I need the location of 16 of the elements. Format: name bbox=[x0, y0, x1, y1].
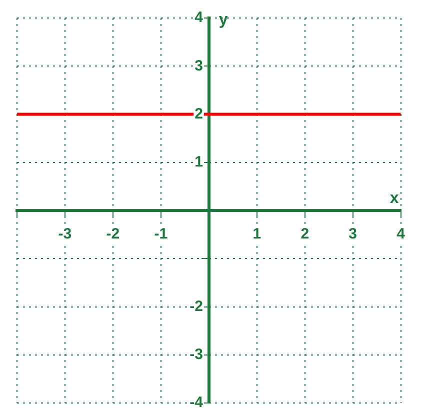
x-tick-label: -2 bbox=[106, 226, 120, 243]
y-tick-label: 1 bbox=[194, 154, 203, 171]
y-tick-label: 2 bbox=[194, 105, 203, 122]
x-tick-label: 2 bbox=[300, 226, 310, 243]
x-axis-title: x bbox=[390, 190, 399, 207]
x-tick-label: -3 bbox=[58, 226, 72, 243]
x-tick-label: 4 bbox=[396, 226, 406, 243]
y-tick-label: -2 bbox=[190, 298, 203, 315]
y-tick-label: -3 bbox=[190, 346, 203, 364]
y-tick-label: 3 bbox=[194, 57, 203, 74]
y-tick-label: -4 bbox=[190, 394, 204, 412]
y-axis-title: y bbox=[218, 11, 228, 28]
x-tick-label: 3 bbox=[348, 226, 358, 243]
x-tick-label: -1 bbox=[154, 226, 168, 243]
y-tick-label: 4 bbox=[194, 9, 204, 26]
x-tick-label: 1 bbox=[252, 226, 262, 243]
